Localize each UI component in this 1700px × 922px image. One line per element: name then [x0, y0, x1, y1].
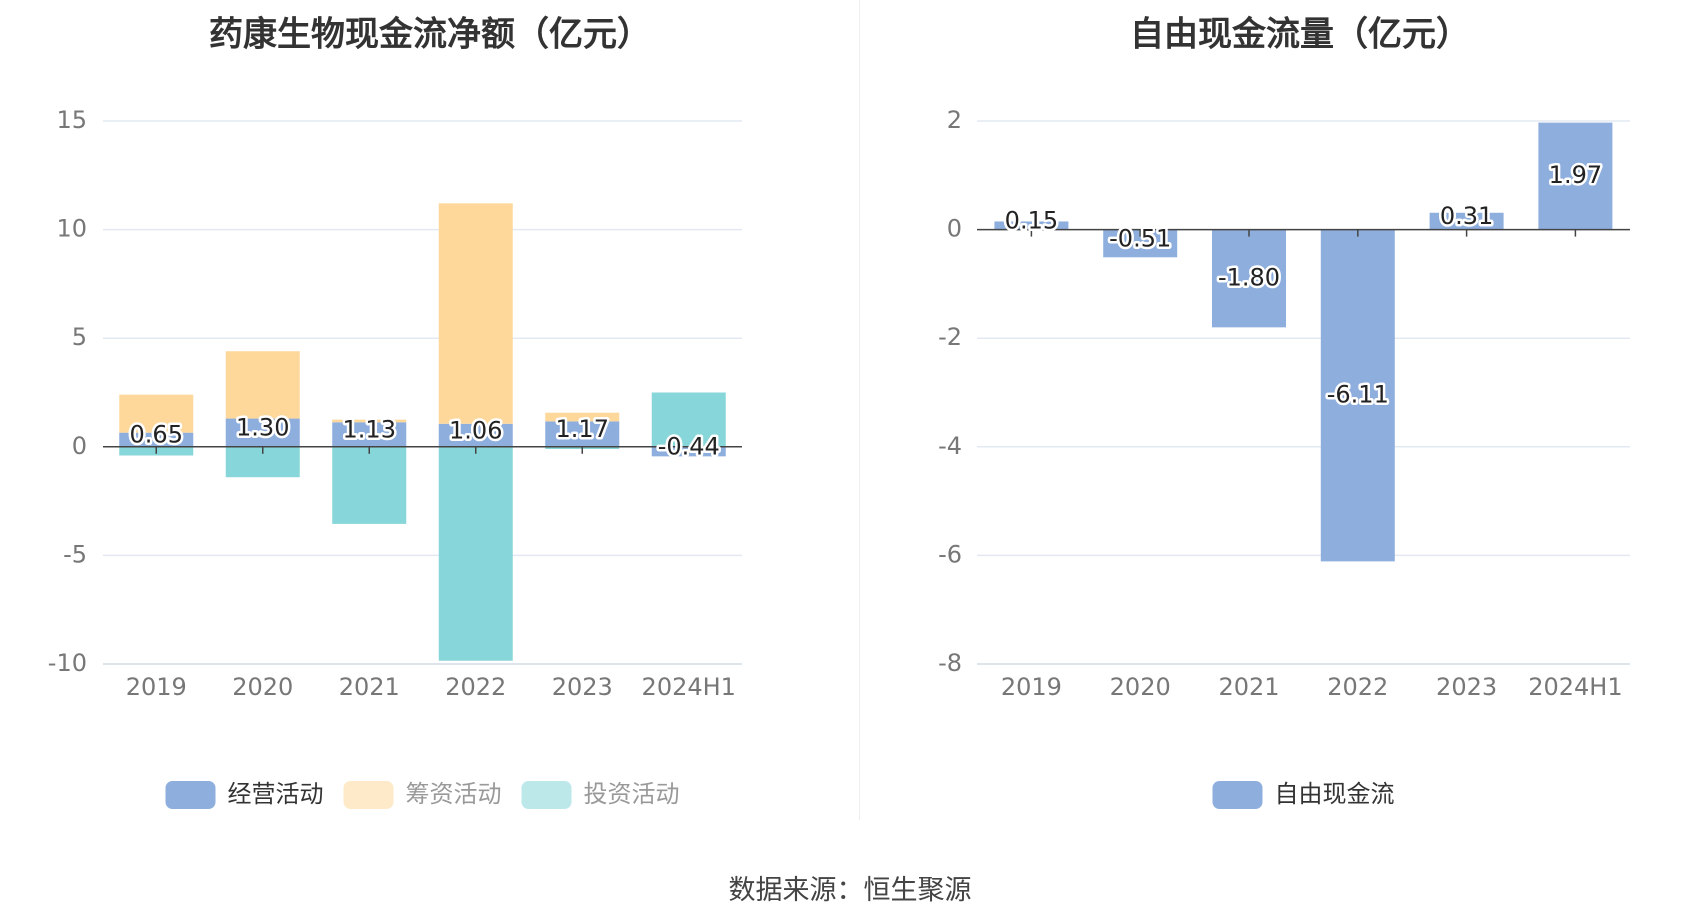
legend-swatch-0 [1212, 781, 1263, 809]
legend-swatch-1 [343, 781, 394, 809]
x-tick-label: 2021 [1218, 673, 1279, 701]
bar-primary [545, 421, 620, 447]
data-label: 1.30 [236, 414, 289, 442]
x-tick-label: 2022 [445, 673, 506, 701]
bar-primary [225, 418, 300, 447]
data-label: 0.15 [1005, 207, 1058, 235]
y-tick-label: -4 [938, 432, 962, 460]
bar-series-1 [438, 203, 513, 424]
data-label: 0.31 [1440, 202, 1493, 230]
x-tick-label: 2019 [1001, 673, 1062, 701]
x-tick-label: 2023 [1436, 673, 1497, 701]
y-tick-label: 0 [947, 215, 962, 243]
chart-title-0: 药康生物现金流净额（亿元） [209, 15, 651, 55]
bar-primary [119, 432, 194, 447]
y-tick-label: 2 [947, 106, 962, 134]
x-tick-label: 2021 [339, 673, 400, 701]
data-label: 1.06 [449, 416, 502, 444]
data-label: 1.13 [343, 416, 396, 444]
panel-divider [859, 0, 860, 820]
x-tick-label: 2024H1 [1528, 673, 1622, 701]
data-label: -1.80 [1218, 263, 1280, 291]
y-tick-label: 15 [56, 106, 87, 134]
y-tick-label: -6 [938, 540, 962, 568]
bar-series-2 [438, 446, 513, 661]
x-tick-label: 2024H1 [642, 673, 736, 701]
chart-title-1: 自由现金流量（亿元） [1130, 15, 1470, 55]
bar-series-1 [225, 351, 300, 419]
legend-label-0: 经营活动 [228, 780, 324, 808]
bar-primary [1538, 122, 1613, 230]
y-tick-label: -5 [63, 540, 87, 568]
data-label: -0.44 [658, 433, 720, 461]
x-tick-label: 2020 [1110, 673, 1171, 701]
data-label: 1.17 [556, 415, 609, 443]
y-tick-label: -8 [938, 649, 962, 677]
bar-series-2 [651, 392, 726, 447]
x-tick-label: 2022 [1327, 673, 1388, 701]
y-tick-label: 0 [72, 432, 87, 460]
bar-primary [1320, 229, 1395, 562]
bar-series-1 [119, 394, 194, 433]
data-label: -0.51 [1109, 224, 1171, 252]
bar-series-2 [332, 446, 407, 524]
bar-primary [332, 422, 407, 447]
bar-primary [994, 221, 1069, 230]
y-tick-label: 10 [56, 215, 87, 243]
bar-series-1 [332, 419, 407, 423]
legend-label-0: 自由现金流 [1275, 780, 1395, 808]
bar-series-1 [545, 412, 620, 422]
x-tick-label: 2020 [232, 673, 293, 701]
bar-primary [1429, 212, 1504, 230]
x-tick-label: 2019 [126, 673, 187, 701]
x-tick-label: 2023 [552, 673, 613, 701]
legend-label-2: 投资活动 [584, 780, 680, 808]
y-tick-label: 5 [72, 323, 87, 351]
bar-primary [438, 423, 513, 447]
y-tick-label: -10 [48, 649, 87, 677]
data-label: 0.65 [130, 421, 183, 449]
data-label: -6.11 [1327, 380, 1389, 408]
y-tick-label: -2 [938, 323, 962, 351]
data-label: 1.97 [1549, 161, 1602, 189]
source-note: 数据来源：恒生聚源 [728, 875, 972, 906]
legend-label-1: 筹资活动 [406, 780, 502, 808]
legend-swatch-0 [165, 781, 216, 809]
bar-primary [1212, 229, 1286, 328]
legend-swatch-2 [521, 781, 572, 809]
